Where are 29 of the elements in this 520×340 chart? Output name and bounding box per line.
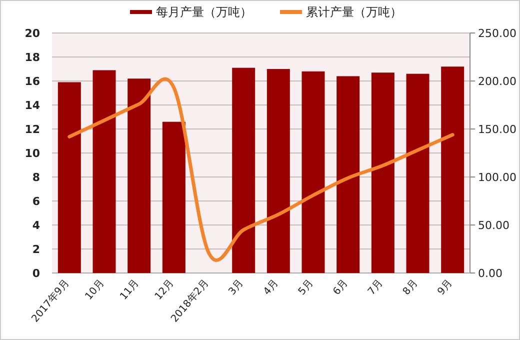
y2-tick-label: 0.00 [478,267,502,280]
y-tick-label: 6 [32,195,40,208]
y-tick-label: 2 [32,243,40,256]
x-tick-label: 8月 [401,278,420,298]
y-tick-label: 16 [24,75,40,88]
x-tick-label: 4月 [262,278,281,298]
x-tick-label: 6月 [331,278,350,298]
y2-tick-label: 200.00 [478,75,516,88]
x-tick-label: 10月 [84,278,107,302]
x-tick-label: 12月 [153,278,176,302]
y-tick-label: 0 [32,267,40,280]
y-tick-label: 10 [24,147,40,160]
x-tick-label: 5月 [296,278,316,298]
x-tick-label: 9月 [436,278,455,298]
y2-tick-label: 250.00 [478,27,516,40]
legend-label: 累计产量（万吨） [306,5,402,19]
y-tick-label: 8 [32,171,40,184]
y-tick-label: 18 [24,51,40,64]
y-tick-label: 20 [24,27,40,40]
x-tick-label: 3月 [226,278,246,298]
y2-tick-label: 150.00 [478,123,516,136]
y2-tick-label: 100.00 [478,171,516,184]
y2-tick-label: 50.00 [478,219,510,232]
legend-label: 每月产量（万吨） [156,5,252,19]
x-tick-label: 11月 [118,278,142,302]
x-tick-label: 7月 [366,278,386,298]
y-tick-label: 12 [24,123,40,136]
y-tick-label: 4 [32,219,40,232]
y-tick-label: 14 [24,99,40,112]
